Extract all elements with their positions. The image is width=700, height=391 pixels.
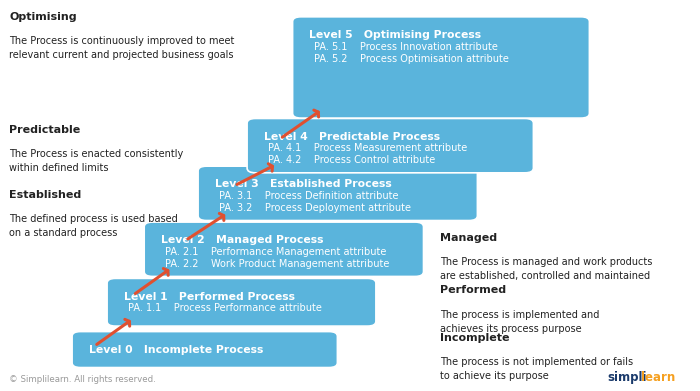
Text: Established: Established [9,190,81,200]
Text: learn: learn [641,371,676,384]
FancyBboxPatch shape [198,166,477,221]
Text: Incomplete: Incomplete [440,333,509,343]
Text: Level 0   Incomplete Process: Level 0 Incomplete Process [89,345,263,355]
Text: Level 1   Performed Process: Level 1 Performed Process [124,292,295,302]
Text: PA. 4.1    Process Measurement attribute: PA. 4.1 Process Measurement attribute [268,143,468,154]
Text: PA. 1.1    Process Performance attribute: PA. 1.1 Process Performance attribute [128,303,322,314]
Text: simpli: simpli [608,371,647,384]
FancyBboxPatch shape [107,278,376,326]
Text: The Process is managed and work products
are established, controlled and maintai: The Process is managed and work products… [440,257,652,281]
Text: PA. 4.2    Process Control attribute: PA. 4.2 Process Control attribute [268,155,435,165]
Text: PA. 3.1    Process Definition attribute: PA. 3.1 Process Definition attribute [219,191,398,201]
Text: Managed: Managed [440,233,497,243]
FancyBboxPatch shape [247,118,533,173]
FancyBboxPatch shape [144,222,424,276]
Text: The process is implemented and
achieves its process purpose: The process is implemented and achieves … [440,310,599,334]
Text: Level 2   Managed Process: Level 2 Managed Process [161,235,323,246]
Text: PA. 2.1    Performance Management attribute: PA. 2.1 Performance Management attribute [165,247,386,257]
Text: The defined process is used based
on a standard process: The defined process is used based on a s… [9,214,178,238]
Text: PA. 3.2    Process Deployment attribute: PA. 3.2 Process Deployment attribute [219,203,411,213]
Text: PA. 5.2    Process Optimisation attribute: PA. 5.2 Process Optimisation attribute [314,54,508,64]
Text: The process is not implemented or fails
to achieve its purpose: The process is not implemented or fails … [440,357,633,381]
FancyBboxPatch shape [293,17,589,118]
Text: PA. 2.2    Work Product Management attribute: PA. 2.2 Work Product Management attribut… [165,259,390,269]
Text: © Simplilearn. All rights reserved.: © Simplilearn. All rights reserved. [9,375,156,384]
FancyBboxPatch shape [72,332,337,368]
Text: The Process is continuously improved to meet
relevant current and projected busi: The Process is continuously improved to … [9,36,234,60]
Text: Level 4   Predictable Process: Level 4 Predictable Process [264,132,440,142]
Text: PA. 5.1    Process Innovation attribute: PA. 5.1 Process Innovation attribute [314,42,498,52]
Text: Level 3   Established Process: Level 3 Established Process [215,179,392,190]
Text: Performed: Performed [440,285,505,296]
Text: Predictable: Predictable [9,125,80,135]
Text: Level 5   Optimising Process: Level 5 Optimising Process [309,30,482,40]
Text: Optimising: Optimising [9,12,77,22]
Text: The Process is enacted consistently
within defined limits: The Process is enacted consistently with… [9,149,183,173]
